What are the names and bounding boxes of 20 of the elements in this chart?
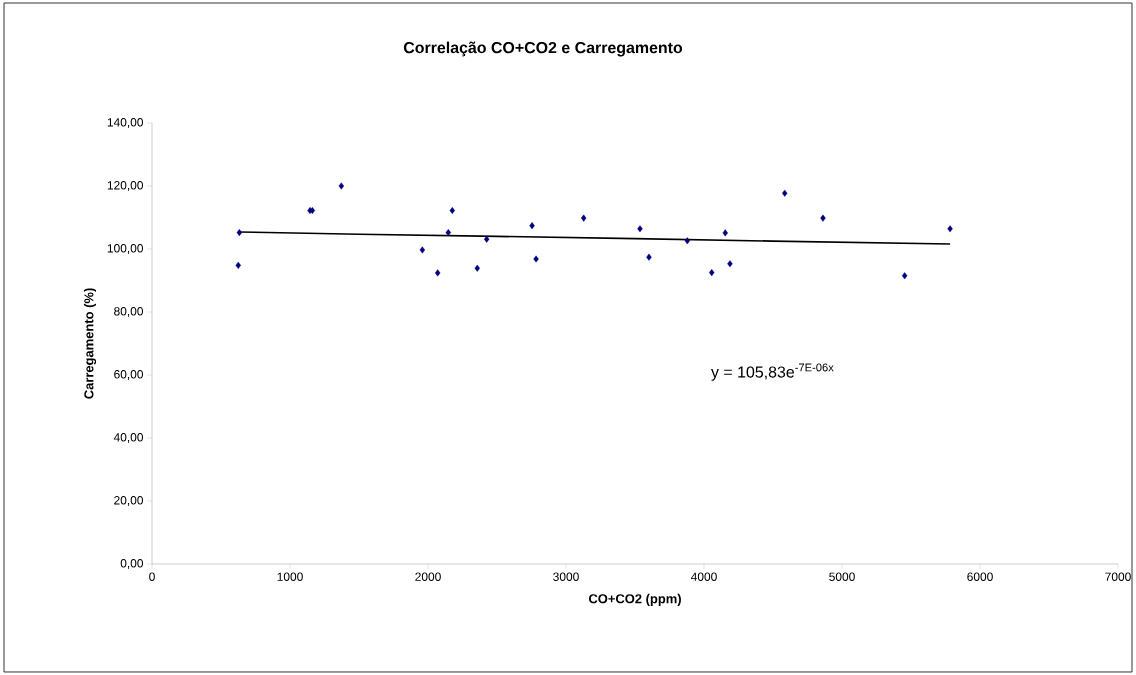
x-tick-label: 1000 (277, 572, 303, 581)
y-tick-label: 20,00 (114, 496, 144, 506)
chart-title: Correlação CO+CO2 e Carregamento (403, 41, 683, 57)
y-tick-label: 140,00 (107, 118, 144, 128)
y-tick-label: 120,00 (107, 181, 144, 191)
x-tick-label: 6000 (967, 572, 993, 581)
x-tick-label: 4000 (690, 572, 717, 581)
y-tick-label: 80,00 (114, 307, 144, 317)
x-axis-title: CO+CO2 (ppm) (588, 593, 681, 606)
y-tick-label: 0,00 (120, 559, 144, 569)
x-tick-label: 3000 (553, 572, 579, 581)
x-tick-label: 7000 (1105, 572, 1131, 581)
y-axis-title: Carregamento (%) (83, 288, 97, 399)
y-tick-label: 100,00 (107, 244, 144, 254)
annotation: y = 105,83e$^{-7E-06x}$ (711, 363, 834, 381)
y-tick-label: 40,00 (113, 433, 144, 443)
x-tick-label: 2000 (415, 572, 441, 581)
x-tick-label: 5000 (829, 572, 855, 581)
x-tick-label: 0 (149, 572, 155, 581)
y-tick-label: 60,00 (114, 370, 144, 380)
